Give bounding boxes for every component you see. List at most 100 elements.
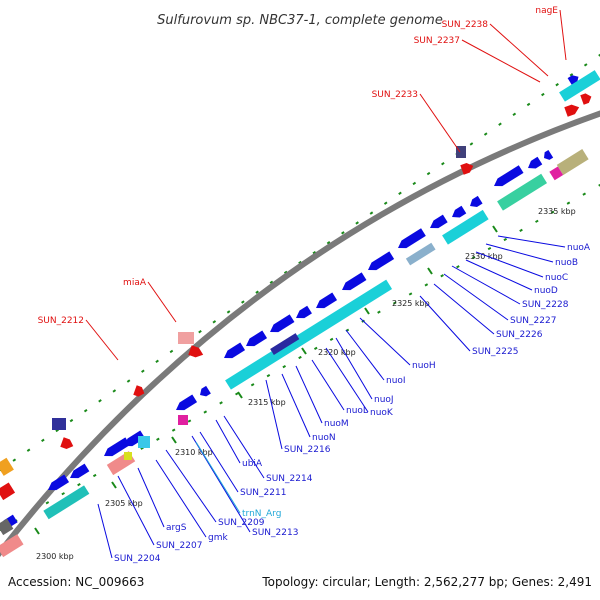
guide-dot: [487, 246, 492, 251]
highlight-arrow: [60, 437, 74, 449]
leader-line: [265, 379, 283, 450]
cds-arrow-shape: [430, 214, 448, 229]
leader-line: [497, 235, 566, 248]
grey-box: [0, 518, 14, 536]
dotted-guide-lines: [0, 53, 600, 532]
guide-dot: [555, 82, 559, 87]
leader-line: [147, 281, 177, 323]
kbp-label: 2315 kbp: [248, 398, 286, 407]
genome-summary-text: Topology: circular; Length: 2,562,277 bp…: [261, 575, 592, 589]
blue-gene-label: nuoD: [534, 286, 558, 296]
cds-arrow: [430, 214, 448, 229]
cds-arrow-shape: [342, 272, 367, 291]
cds-arrow: [224, 342, 246, 359]
red-box: [0, 482, 16, 501]
cds-arrow-shape: [368, 251, 395, 271]
cds-arrow-shape: [494, 165, 524, 187]
guide-dot: [424, 283, 429, 287]
cds-arrow-shape: [124, 430, 146, 447]
cds-arrow-shape: [296, 305, 312, 319]
feature-tracks: [0, 70, 600, 558]
guide-dot: [83, 409, 88, 413]
blue-gene-label: nuoH: [412, 361, 436, 371]
highlight-arrow: [133, 385, 145, 397]
cds-arrow: [368, 251, 395, 271]
guide-dot: [582, 192, 587, 196]
highlight-arrow-shape: [133, 385, 145, 397]
highlight-arrow-shape: [580, 93, 592, 105]
pink-box: [178, 332, 194, 344]
cds-arrow-shape: [176, 394, 198, 411]
guide-dot: [212, 320, 217, 324]
kbp-label: 2325 kbp: [392, 299, 430, 308]
guide-dot: [519, 228, 523, 233]
cds-arrow-shape: [104, 437, 131, 457]
guide-dot: [112, 389, 117, 393]
guide-dot: [69, 418, 74, 423]
guide-dot: [203, 410, 208, 414]
leader-line: [165, 449, 217, 523]
red-gene-label: SUN_2212: [38, 316, 84, 326]
leader-line: [137, 467, 165, 528]
kbp-label: 2300 kbp: [36, 552, 74, 561]
guide-dot: [298, 355, 302, 360]
red-gene-label: SUN_2233: [372, 90, 418, 100]
guide-dot: [369, 211, 374, 215]
guide-dot: [226, 310, 231, 314]
cds-arrow-shape: [70, 463, 90, 479]
guide-dot: [408, 292, 413, 296]
major-tick: [427, 267, 433, 275]
red-gene-label: miaA: [123, 278, 147, 288]
cds-arrow-shape: [200, 385, 211, 397]
leader-line: [465, 259, 533, 291]
blue-gene-label: SUN_2213: [252, 528, 298, 538]
guide-dot: [282, 364, 287, 369]
guide-dot: [61, 492, 65, 496]
cds-arrow: [124, 430, 146, 447]
genome-backbone: [0, 110, 600, 558]
cds-arrow: [246, 330, 268, 347]
blue-gene-label: SUN_2225: [472, 347, 518, 357]
orange-box: [0, 457, 14, 476]
cds-arrow: [528, 156, 543, 169]
leader-line: [85, 319, 119, 361]
cds-arrow: [342, 272, 367, 291]
major-tick: [301, 347, 307, 355]
blue-gene-label: nuoI: [386, 376, 406, 386]
leader-line: [335, 337, 373, 400]
leader-line: [489, 23, 549, 77]
guide-dot: [255, 290, 259, 294]
rrna-bar: [43, 485, 90, 520]
cds-arrow-shape: [316, 292, 338, 309]
blue-gene-label: SUN_2209: [218, 518, 265, 528]
guide-dot: [598, 53, 600, 57]
cds-arrow: [470, 195, 483, 207]
leader-line: [359, 317, 411, 366]
cds-arrow: [494, 165, 524, 187]
pink-box: [0, 534, 24, 558]
cds-arrow-shape: [270, 314, 295, 333]
feature-labels: 2300 kbp 2305 kbp 2310 kbp 2315 kbp 2320 kbp…: [36, 6, 591, 564]
guide-dot: [269, 280, 274, 284]
guide-dot: [535, 219, 539, 223]
major-tick: [364, 307, 370, 315]
guide-dot: [241, 300, 245, 304]
leader-line: [419, 295, 471, 352]
cds-arrow: [70, 463, 90, 479]
major-tick: [171, 436, 177, 444]
blue-gene-label: SUN_2226: [496, 330, 543, 340]
highlight-arrow: [580, 93, 592, 105]
guide-dot: [187, 419, 192, 423]
guide-dot: [126, 379, 131, 383]
guide-dot: [412, 181, 417, 186]
blue-gene-label: nuoC: [545, 273, 568, 283]
leader-line: [559, 9, 567, 61]
guide-dot: [341, 231, 345, 235]
guide-dot: [598, 183, 600, 187]
accession-text: Accession: NC_009663: [8, 575, 144, 589]
highlight-arrow: [460, 163, 474, 175]
blue-gene-label: nuoN: [312, 433, 336, 443]
cds-arrow: [200, 385, 211, 397]
cds-arrow-shape: [224, 342, 246, 359]
